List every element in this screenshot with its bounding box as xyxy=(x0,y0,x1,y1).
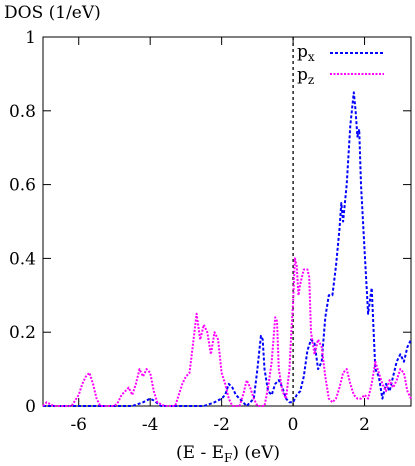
x-axis-label: (E - EF) (eV) xyxy=(176,443,280,465)
legend-px-sub: x xyxy=(308,50,315,64)
x-axis-label-main: (E - E xyxy=(176,443,224,463)
y-tick-label: 0.8 xyxy=(9,102,36,122)
y-axis-label: DOS (1/eV) xyxy=(4,3,101,23)
axis-ticks xyxy=(43,36,411,407)
y-tick-label: 0.6 xyxy=(9,176,36,196)
series-line-x xyxy=(43,91,412,407)
legend-pz-main: p xyxy=(297,65,308,85)
x-tick-label: 2 xyxy=(359,415,370,435)
tick-labels: -6 -4 -2 0 2 0 0.2 0.4 0.6 0.8 1 xyxy=(9,28,370,435)
legend-px-main: p xyxy=(297,42,308,62)
legend: px pz xyxy=(297,42,384,87)
legend-label-pz: pz xyxy=(297,65,314,87)
x-tick-label: -2 xyxy=(213,415,230,435)
series-line-z xyxy=(42,257,412,407)
x-tick-label: -4 xyxy=(142,415,159,435)
legend-pz-sub: z xyxy=(308,73,314,87)
x-tick-label: -6 xyxy=(70,415,87,435)
series-lines xyxy=(42,91,412,407)
y-tick-label: 1 xyxy=(25,28,36,48)
y-tick-label: 0 xyxy=(25,397,36,417)
plot-frame xyxy=(42,36,412,407)
legend-label-px: px xyxy=(297,42,315,64)
y-tick-label: 0.4 xyxy=(9,249,36,269)
x-axis-label-tail: ) (eV) xyxy=(232,443,280,463)
x-axis-label-sub: F xyxy=(224,451,232,465)
y-tick-label: 0.2 xyxy=(9,323,36,343)
x-tick-label: 0 xyxy=(288,415,299,435)
